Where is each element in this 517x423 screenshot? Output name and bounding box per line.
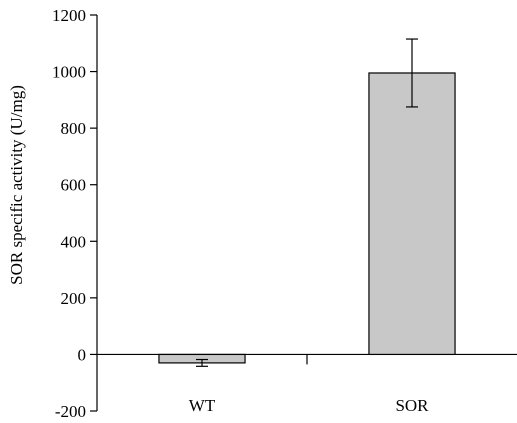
y-tick-label: 1000	[52, 63, 86, 82]
y-tick-label: 200	[61, 289, 87, 308]
category-label-sor: SOR	[395, 396, 429, 415]
y-tick-label: -200	[55, 402, 86, 421]
y-tick-label: 800	[61, 119, 87, 138]
y-tick-label: 400	[61, 232, 87, 251]
y-axis: 1200 1000 800 600 400 200 0 -200	[52, 6, 98, 421]
bar-sor	[368, 72, 456, 356]
y-tick-label: 600	[61, 176, 87, 195]
error-bars	[196, 38, 418, 367]
y-axis-title: SOR specific activity (U/mg)	[7, 85, 26, 285]
category-labels: WT SOR	[189, 396, 429, 415]
category-label-wt: WT	[189, 396, 216, 415]
y-tick-label: 1200	[52, 6, 86, 25]
y-tick-label: 0	[78, 345, 87, 364]
bars	[158, 72, 456, 364]
